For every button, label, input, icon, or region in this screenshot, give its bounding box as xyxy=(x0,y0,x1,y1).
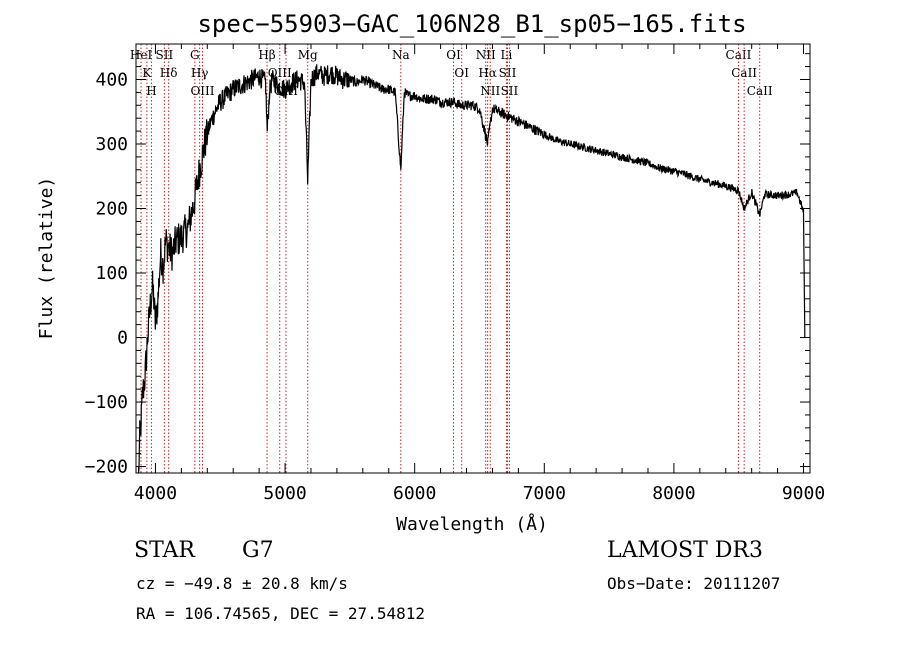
flux-line xyxy=(138,64,806,474)
coordinates: RA = 106.74565, DEC = 27.54812 xyxy=(136,604,425,623)
x-tick-label: 6000 xyxy=(393,483,436,504)
x-axis-label: Wavelength (Å) xyxy=(396,513,548,535)
spectral-line-label: Na xyxy=(392,48,410,62)
x-tick-label: 4000 xyxy=(134,483,177,504)
spectral-line-label: OI xyxy=(446,48,461,62)
y-tick-label: 400 xyxy=(95,69,128,90)
y-tick-label: 0 xyxy=(117,328,128,349)
redshift-value: cz = −49.8 ± 20.8 km/s xyxy=(136,574,348,593)
y-tick-label: 100 xyxy=(95,263,128,284)
chart-title: spec−55903−GAC_106N28_B1_sp05−165.fits xyxy=(197,10,746,38)
spectral-line-label: G xyxy=(190,48,200,62)
y-axis-label: Flux (relative) xyxy=(36,177,57,340)
spectral-line-label: SII xyxy=(501,84,519,98)
spectral-line-label: NII xyxy=(476,48,496,62)
spectral-line-label: HeI xyxy=(130,48,153,62)
spectral-line-label: K xyxy=(142,66,152,80)
y-tick-label: 300 xyxy=(95,134,128,155)
plot-frame xyxy=(135,43,811,474)
spectral-line-label: H xyxy=(146,84,156,98)
y-tick-label: −100 xyxy=(85,392,128,413)
spectral-line-label: CaII xyxy=(747,84,773,98)
axis-ticks: 4000 5000 6000 7000 8000 9000 −200 −100 0 100 200 3… xyxy=(85,44,825,504)
spectral-line-label: Hδ xyxy=(160,66,178,80)
spectral-line-label: OI xyxy=(454,66,469,80)
spectral-line-label: CaII xyxy=(726,48,752,62)
x-tick-label: 9000 xyxy=(782,483,825,504)
spectral-line-label: OIII xyxy=(190,84,214,98)
survey-name: LAMOST DR3 xyxy=(607,538,763,563)
x-tick-label: 5000 xyxy=(263,483,306,504)
spectral-line-label: Mg xyxy=(298,48,318,62)
y-tick-label: 200 xyxy=(95,199,128,220)
y-tick-label: −200 xyxy=(85,457,128,478)
spectral-line-label: Hα xyxy=(478,66,497,80)
object-type: STAR xyxy=(134,538,195,563)
x-tick-label: 8000 xyxy=(652,483,695,504)
spectral-line-label: SII xyxy=(499,66,517,80)
spectral-line-label: NII xyxy=(480,84,500,98)
subclass: G7 xyxy=(242,538,274,563)
spectral-line-label: CaII xyxy=(731,66,757,80)
spectral-line-label: Hβ xyxy=(258,48,275,62)
x-tick-label: 7000 xyxy=(523,483,566,504)
spectral-line-label: SII xyxy=(156,48,174,62)
spectral-line-label: Hγ xyxy=(191,66,209,80)
observation-date: Obs−Date: 20111207 xyxy=(607,574,781,593)
spectral-line-label: Li xyxy=(501,48,513,62)
